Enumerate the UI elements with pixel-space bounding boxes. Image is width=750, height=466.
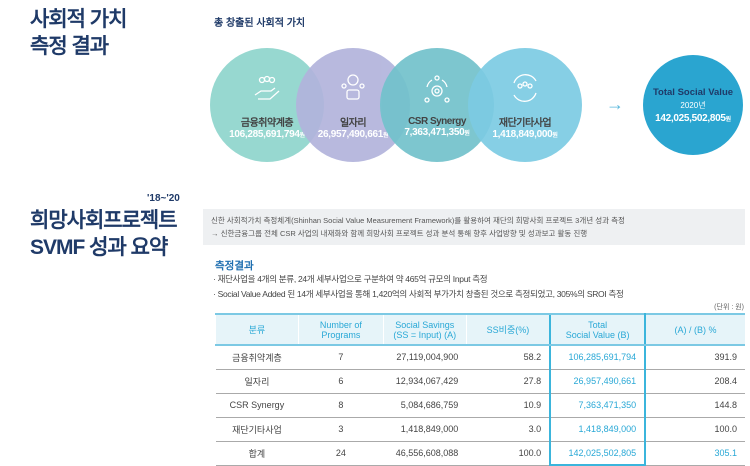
category-circle: 재단기타사업 1,418,849,000원 [468,48,582,162]
gear-people-icon [420,73,454,112]
table-cell: 일자리 [215,369,299,394]
table-cell: 208.4 [645,369,745,394]
table-row: 일자리 6 12,934,067,429 27.8 26,957,490,661 208.… [215,369,745,394]
section-title: 사회적 가치 측정 결과 [30,6,127,60]
table-cell: 재단기타사업 [215,417,299,442]
total-label: Total Social Value [652,86,734,98]
table-cell: 합계 [215,441,299,466]
total-year: 2020년 [680,100,706,110]
bullet: · Social Value Added 된 14개 세부사업을 통해 1,42… [213,289,624,299]
header-line: 분류 [248,324,266,335]
total-circle: Total Social Value 2020년 142,025,502,805… [643,55,743,155]
section2-title: 희망사회프로젝트 SVMF 성과 요약 [30,207,178,261]
header-line: Programs [321,329,361,340]
table-cell: 391.9 [645,345,745,370]
table-cell: 305.1 [645,441,745,466]
table-cell: 1,418,849,000 [383,417,467,442]
table-row: 재단기타사업 3 1,418,849,000 3.0 1,418,849,000 100.… [215,417,745,442]
group-cycle-icon [508,71,542,110]
table-cell: 10.9 [466,393,551,418]
title-line: 희망사회프로젝트 [30,209,178,232]
column-header: Total Social Value (B) [549,313,647,346]
table-cell: 58.2 [466,345,551,370]
unit: 원 [299,132,306,139]
arrow-right-icon: → [606,94,624,114]
table-cell: 46,556,608,088 [383,441,467,466]
category-value: 1,418,849,000 [492,128,553,140]
results-table: 분류 Number of Programs Social Savings (SS = I… [215,313,745,466]
unit: 원 [552,132,558,139]
table-cell: 100.0 [645,417,745,442]
column-header: Social Savings (SS = Input) (A) [382,313,467,346]
table-cell: 6 [298,369,384,394]
table-cell: 27,119,004,900 [383,345,467,370]
period: '18~'20 [147,193,180,204]
table-cell: 5,084,686,759 [383,393,467,418]
unit: 원 [725,116,732,123]
header-line: SS비중(%) [486,324,530,335]
results-title: 측정결과 [215,260,254,272]
header-line: Social Value (B) [565,329,630,340]
table-row: CSR Synergy 8 5,084,686,759 10.9 7,363,471,3… [215,393,745,418]
unit-note: (단위 : 원) [714,304,744,311]
title-line: SVMF 성과 요약 [30,236,168,259]
intro-box: 신한 사회적가치 측정체계(Shinhan Social Value Measu… [203,209,745,245]
total-value: 142,025,502,805 [655,112,726,124]
table-cell: CSR Synergy [215,393,299,418]
hand-people-icon [250,71,284,110]
table-cell: 24 [298,441,384,466]
header-line: Number of [319,319,362,330]
bullet: · 재단사업을 4개의 분류, 24개 세부사업으로 구분하여 약 465억 규… [213,274,488,284]
category-name: 일자리 [339,117,367,129]
job-people-icon [336,71,370,110]
header-line: Social Savings [395,319,455,330]
intro-line: 신한 사회적가치 측정체계(Shinhan Social Value Measu… [211,216,625,225]
category-name: 재단기타사업 [498,117,552,129]
unit: 원 [383,132,389,139]
category-value: 26,957,490,661 [317,128,384,140]
category-value: 7,363,471,350 [404,126,465,138]
table-cell: 100.0 [466,441,551,466]
title-line: 사회적 가치 [30,8,127,31]
table-cell: 1,418,849,000 [549,417,647,442]
header-line: (A) / (B) % [674,324,717,335]
category-value: 106,285,691,794 [229,128,300,140]
column-header: 분류 [215,313,299,346]
column-header: Number of Programs [297,313,384,346]
header-line: Total [588,319,608,330]
table-cell: 금융취약계층 [215,345,299,370]
header-line: (SS = Input) (A) [393,329,457,340]
title-line: 측정 결과 [30,35,109,58]
table-cell: 27.8 [466,369,551,394]
table-row: 합계 24 46,556,608,088 100.0 142,025,502,805 30… [215,441,745,466]
table-cell: 12,934,067,429 [383,369,467,394]
table-cell: 3.0 [466,417,551,442]
intro-line: → 신한금융그룹 전체 CSR 사업의 내재화와 함께 희망사회 프로젝트 성과… [211,229,588,238]
column-header: SS비중(%) [465,313,551,346]
table-cell: 106,285,691,794 [549,345,647,370]
table-cell: 7,363,471,350 [549,393,647,418]
table-cell: 26,957,490,661 [549,369,647,394]
table-cell: 8 [298,393,384,418]
category-name: CSR Synergy [408,115,466,127]
table-cell: 3 [298,417,384,442]
table-row: 금융취약계층 7 27,119,004,900 58.2 106,285,691,794… [215,345,745,370]
table-cell: 142,025,502,805 [549,441,647,466]
bullets: · 재단사업을 4개의 분류, 24개 세부사업으로 구분하여 약 465억 규… [213,272,624,302]
subtitle: 총 창출된 사회적 가치 [214,18,306,29]
table-cell: 7 [298,345,384,370]
table-cell: 144.8 [645,393,745,418]
category-name: 금융취약계층 [240,117,294,129]
column-header: (A) / (B) % [644,313,745,346]
unit: 원 [464,130,470,137]
